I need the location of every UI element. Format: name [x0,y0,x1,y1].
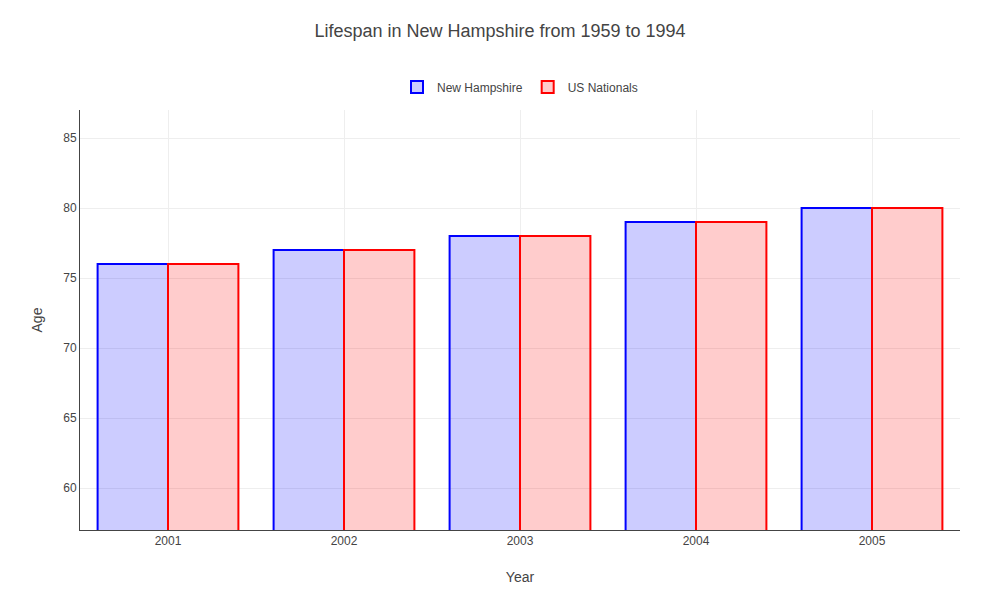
svg-text:Lifespan in New Hampshire from: Lifespan in New Hampshire from 1959 to 1… [314,21,685,41]
svg-text:65: 65 [63,411,77,425]
svg-text:60: 60 [63,481,77,495]
svg-text:New Hampshire: New Hampshire [437,81,523,95]
svg-text:2004: 2004 [683,534,710,548]
svg-text:85: 85 [63,131,77,145]
svg-text:2001: 2001 [155,534,182,548]
svg-text:2005: 2005 [859,534,886,548]
svg-text:2003: 2003 [507,534,534,548]
svg-text:70: 70 [63,341,77,355]
svg-text:US Nationals: US Nationals [568,81,638,95]
svg-text:75: 75 [63,271,77,285]
svg-text:80: 80 [63,201,77,215]
svg-text:2002: 2002 [331,534,358,548]
svg-text:Year: Year [506,569,535,585]
svg-text:Age: Age [29,307,45,332]
